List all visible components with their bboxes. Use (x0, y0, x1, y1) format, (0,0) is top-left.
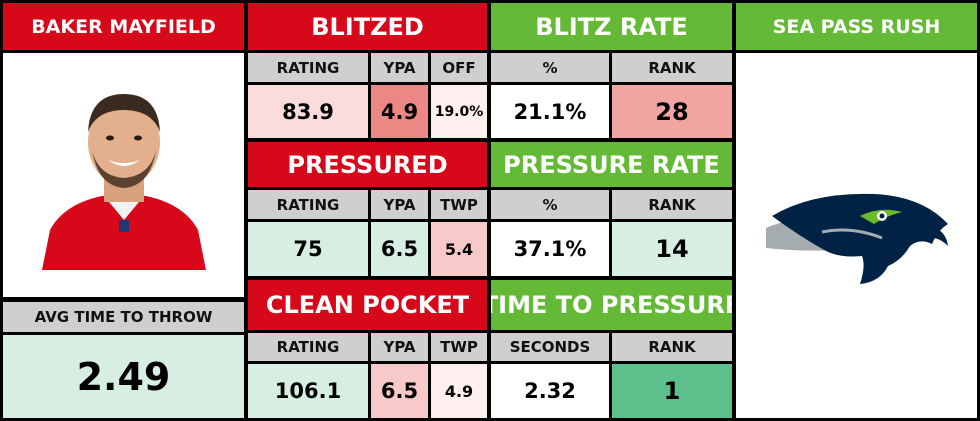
avg-time-to-throw-label: AVG TIME TO THROW (3, 302, 244, 332)
blitz-rate-rank-label: RANK (612, 53, 732, 82)
pressured-twp-label: TWP (431, 190, 487, 219)
pressure-rate-header: PRESSURE RATE (491, 142, 732, 187)
pressure-rate-rank-value: 14 (612, 222, 732, 276)
pressure-rate-pct-label: % (491, 190, 609, 219)
blitzed-rating-value: 83.9 (248, 85, 368, 138)
pressured-rating-value: 75 (248, 222, 368, 276)
blitzed-header: BLITZED (248, 3, 487, 50)
blitz-rate-pct-label: % (491, 53, 609, 82)
blitzed-ypa-label: YPA (371, 53, 428, 82)
player-name-header: BAKER MAYFIELD (3, 3, 244, 50)
player-photo-icon (41, 94, 206, 270)
pressured-ypa-value: 6.5 (371, 222, 428, 276)
pressured-ypa-label: YPA (371, 190, 428, 219)
blitzed-off-value: 19.0% (431, 85, 487, 138)
time-to-pressure-header: TIME TO PRESSURE (491, 280, 732, 330)
blitzed-off-label: OFF (431, 53, 487, 82)
blitz-rate-header: BLITZ RATE (491, 3, 732, 50)
pressured-rating-label: RATING (248, 190, 368, 219)
pressured-twp-value: 5.4 (431, 222, 487, 276)
blitzed-ypa-value: 4.9 (371, 85, 428, 138)
clean-pocket-rating-label: RATING (248, 333, 368, 361)
sea-pass-rush-header: SEA PASS RUSH (736, 3, 977, 50)
time-to-pressure-rank-value: 1 (612, 364, 732, 418)
pressured-header: PRESSURED (248, 142, 487, 187)
clean-pocket-ypa-label: YPA (371, 333, 428, 361)
opponent-logo-panel (736, 53, 977, 418)
clean-pocket-rating-value: 106.1 (248, 364, 368, 418)
pressure-rate-pct-value: 37.1% (491, 222, 609, 276)
pressure-rate-rank-label: RANK (612, 190, 732, 219)
seahawks-logo-icon (765, 193, 948, 284)
time-to-pressure-seconds-value: 2.32 (491, 364, 609, 418)
time-to-pressure-seconds-label: SECONDS (491, 333, 609, 361)
clean-pocket-twp-label: TWP (431, 333, 487, 361)
clean-pocket-ypa-value: 6.5 (371, 364, 428, 418)
blitz-rate-pct-value: 21.1% (491, 85, 609, 138)
clean-pocket-twp-value: 4.9 (431, 364, 487, 418)
blitz-rate-rank-value: 28 (612, 85, 732, 138)
player-photo-panel (3, 53, 244, 297)
blitzed-rating-label: RATING (248, 53, 368, 82)
clean-pocket-header: CLEAN POCKET (248, 280, 487, 330)
avg-time-to-throw-value: 2.49 (3, 335, 244, 418)
time-to-pressure-rank-label: RANK (612, 333, 732, 361)
